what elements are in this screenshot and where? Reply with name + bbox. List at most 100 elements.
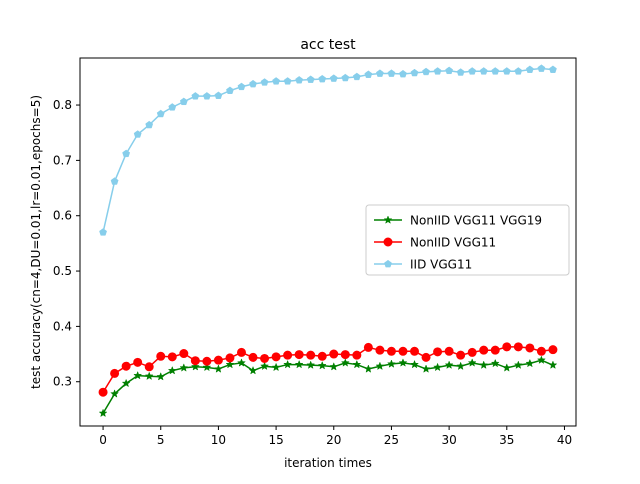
data-point <box>294 359 304 369</box>
legend-box <box>365 204 570 276</box>
data-point <box>340 350 350 360</box>
data-point <box>295 76 304 84</box>
data-point <box>237 82 246 91</box>
data-point <box>340 358 350 367</box>
data-point <box>190 356 200 366</box>
data-point <box>433 362 443 372</box>
legend-marker-2 <box>384 259 392 268</box>
y-tick-label: 0.8 <box>53 98 72 112</box>
x-tick-label: 40 <box>557 433 572 447</box>
data-point <box>513 342 523 352</box>
series-2 <box>99 64 557 236</box>
data-point <box>456 350 466 360</box>
y-tick-label: 0.6 <box>53 209 72 223</box>
data-point <box>479 67 488 75</box>
data-point <box>167 352 177 362</box>
y-tick-label: 0.3 <box>53 375 72 389</box>
data-point <box>410 346 420 356</box>
data-point <box>98 408 108 418</box>
data-point <box>329 349 339 359</box>
y-axis-label: test accuracy(cn=4,DU=0.01,lr=0.01,epoch… <box>29 95 43 389</box>
axes-frame <box>79 57 577 427</box>
chart-title: acc test <box>300 37 356 53</box>
legend-label-1: NonIID VGG11 <box>410 236 496 250</box>
plot-area <box>98 64 558 418</box>
data-point <box>444 360 454 369</box>
data-point <box>202 356 212 366</box>
data-point <box>548 360 558 369</box>
data-point <box>145 120 154 129</box>
data-point <box>536 346 546 356</box>
data-point <box>387 69 396 77</box>
data-point <box>479 360 489 369</box>
data-point <box>214 91 223 99</box>
data-point <box>502 342 512 352</box>
data-point <box>421 352 431 362</box>
data-point <box>375 361 385 371</box>
x-tick-label: 30 <box>441 433 456 447</box>
data-point <box>156 372 166 381</box>
data-point <box>479 345 489 355</box>
data-point <box>421 364 431 373</box>
y-tick-label: 0.7 <box>53 153 72 167</box>
data-point <box>283 350 293 360</box>
data-point <box>99 228 107 236</box>
data-point <box>410 68 419 77</box>
data-point <box>456 68 465 76</box>
x-tick-label: 35 <box>499 433 514 447</box>
data-point <box>444 346 454 356</box>
x-tick-label: 0 <box>99 433 107 447</box>
data-point <box>98 387 108 397</box>
data-point <box>513 360 523 369</box>
data-point <box>318 74 327 83</box>
data-point <box>502 363 512 372</box>
data-point <box>144 362 154 372</box>
axes: 0 5 10 15 20 25 30 35 40 0.3 0.4 0.5 0.6 0.7 0.8 <box>53 57 577 447</box>
data-point <box>467 347 477 357</box>
data-point <box>213 355 223 365</box>
series-line-0 <box>102 359 554 414</box>
data-point <box>525 358 535 368</box>
data-point <box>110 389 120 398</box>
series-line-2 <box>102 67 554 233</box>
data-point <box>364 70 373 78</box>
x-tick-label: 15 <box>268 433 283 447</box>
data-point <box>399 69 407 78</box>
data-point <box>167 365 177 375</box>
data-point <box>490 358 500 368</box>
data-point <box>190 362 200 371</box>
data-point <box>306 350 316 360</box>
data-point <box>237 358 246 367</box>
data-point <box>179 349 189 359</box>
data-point <box>122 149 131 158</box>
data-point <box>525 65 534 73</box>
data-point <box>317 351 327 361</box>
series-0 <box>98 355 558 418</box>
legend-marker-0 <box>383 215 393 224</box>
legend: NonIID VGG11 VGG19 NonIID VGG11 IID VGG11 <box>365 204 570 276</box>
data-point <box>121 378 131 388</box>
data-point <box>249 79 257 88</box>
data-point <box>433 347 443 357</box>
data-point <box>352 72 361 81</box>
data-point <box>491 67 500 75</box>
data-point <box>248 365 258 375</box>
data-point <box>375 69 384 77</box>
data-point <box>352 350 362 360</box>
x-axis-label: iteration times <box>284 456 372 470</box>
data-point <box>133 370 143 380</box>
data-point <box>191 92 200 100</box>
x-tick-label: 25 <box>384 433 399 447</box>
data-point <box>433 67 442 75</box>
data-point <box>202 92 211 100</box>
data-point <box>386 359 396 368</box>
data-point <box>536 355 546 364</box>
data-point <box>398 358 408 367</box>
data-point <box>548 345 558 355</box>
data-point <box>271 352 281 362</box>
legend-marker-1 <box>383 237 393 247</box>
data-point <box>410 359 419 369</box>
data-point <box>468 67 477 75</box>
data-point <box>537 64 546 72</box>
